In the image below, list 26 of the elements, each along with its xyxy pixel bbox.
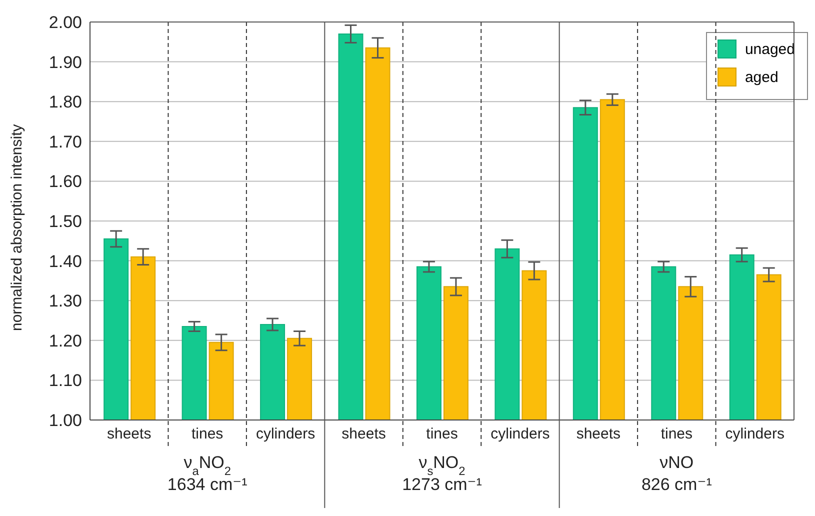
y-tick-label: 1.90 [48,52,82,72]
x-tick-label: sheets [342,426,386,443]
y-tick-label: 1.60 [48,172,82,192]
x-tick-label: cylinders [490,426,550,443]
x-tick-label: tines [660,426,693,443]
x-tick-label: sheets [576,426,621,443]
y-tick-label: 1.80 [48,92,82,112]
text: νNO 826 cm⁻¹ [641,453,712,494]
y-axis-title: normalized absorption intensity [8,124,26,331]
y-tick-label: 1.70 [48,132,82,152]
y-tick-label: 1.00 [48,411,82,430]
x-tick-label: tines [191,426,224,443]
text: ν$_{a}$NO$_{2}$ 1634 cm⁻¹ [167,453,248,494]
y-tick-label: 1.20 [48,331,82,350]
y-tick-label: 1.50 [48,212,82,232]
x-tick-label: tines [426,426,458,443]
y-tick-label: 1.10 [48,371,82,390]
x-tick-label: sheets [107,426,152,443]
x-tick-label: cylinders [256,426,316,443]
legend-label: unaged [744,40,795,58]
y-tick-label: 2.00 [48,13,82,32]
x-tick-label: cylinders [725,426,784,443]
legend-label: aged [744,68,778,86]
y-tick-label: 1.40 [48,252,82,271]
y-tick-label: 1.30 [48,292,82,311]
text: ν$_{s}$NO$_{2}$ 1273 cm⁻¹ [402,453,482,494]
